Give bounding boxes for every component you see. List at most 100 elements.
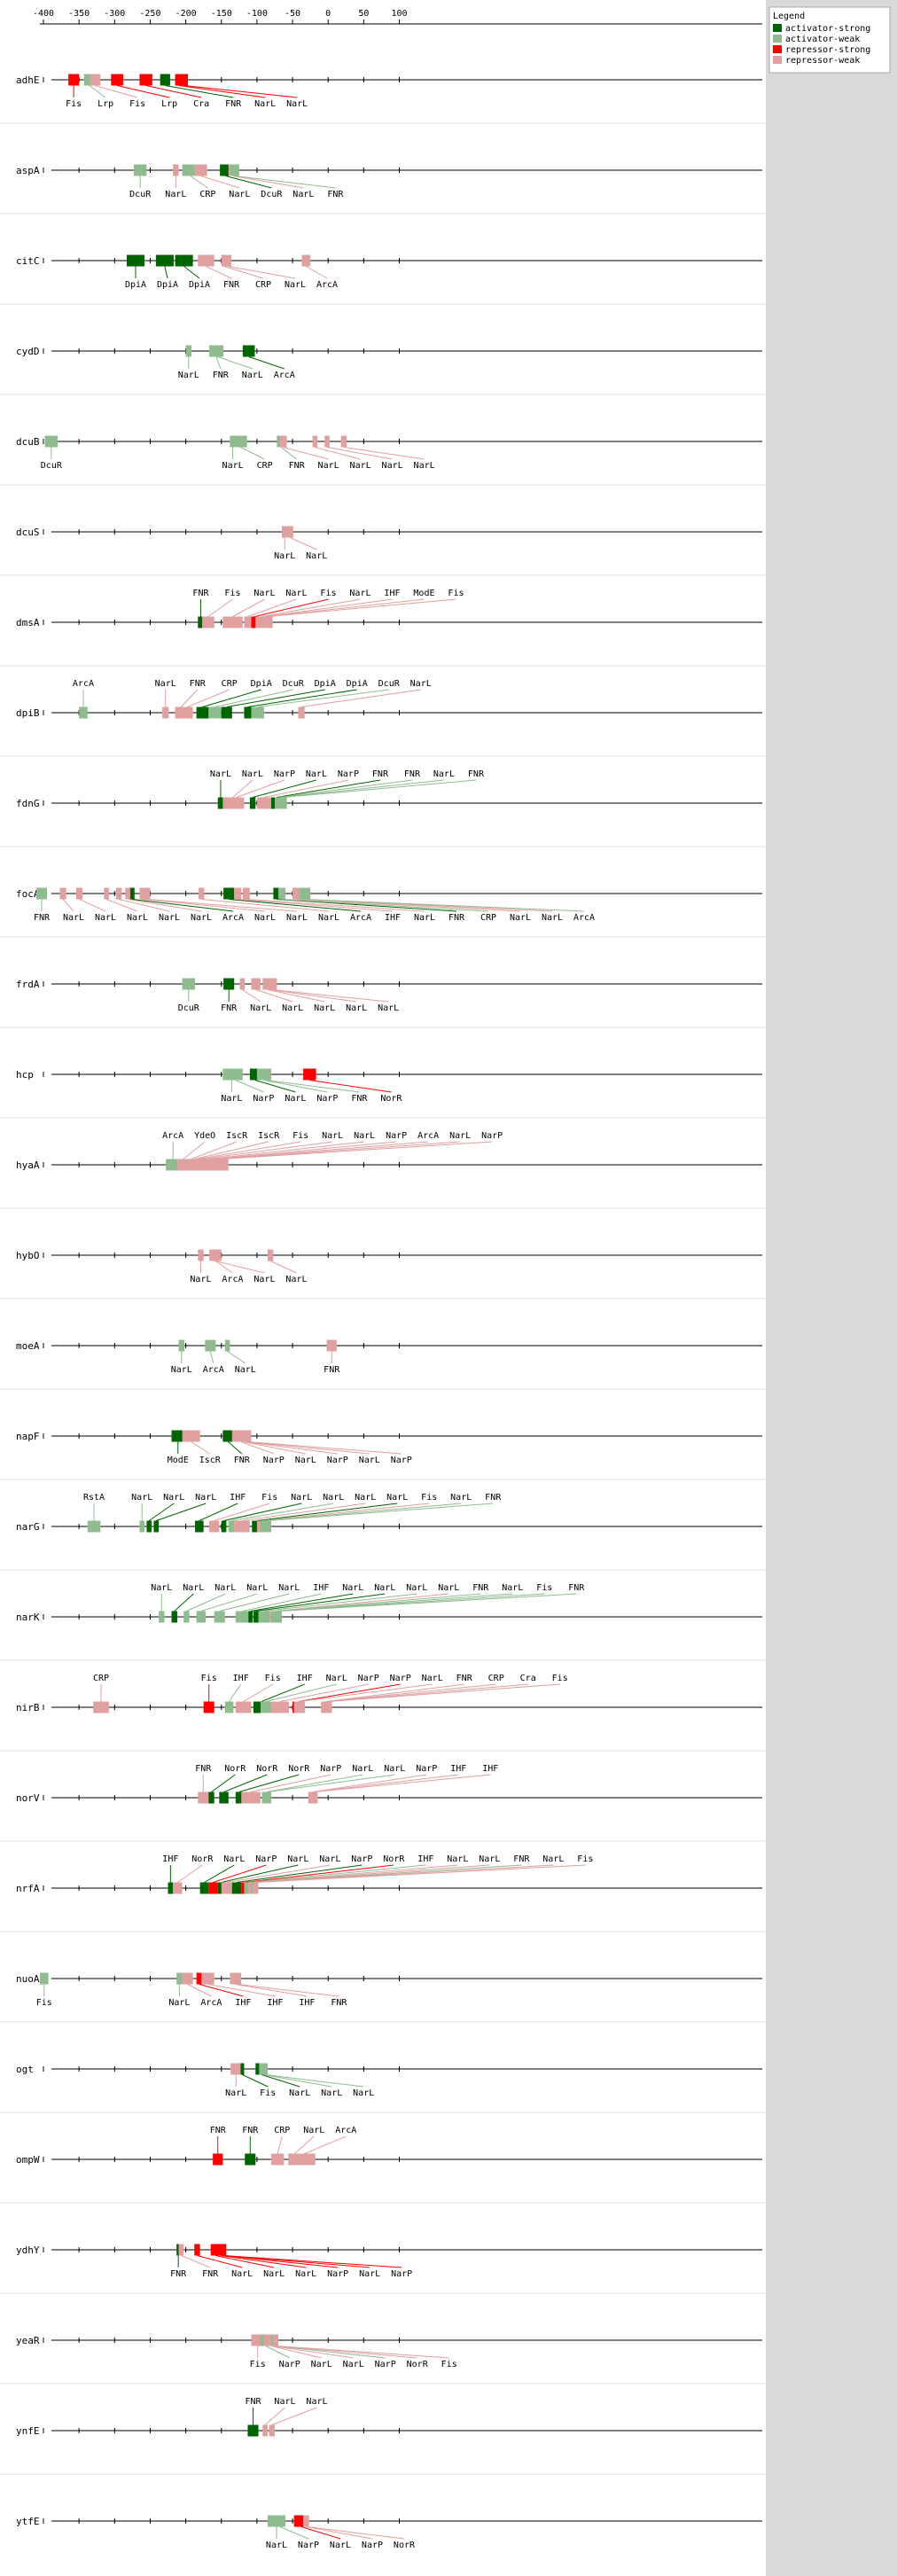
site-label: NarL <box>450 1493 472 1503</box>
site-connector <box>277 2135 283 2154</box>
binding-site-arca <box>129 887 135 900</box>
site-label: NarL <box>131 1493 152 1503</box>
site-connector <box>238 1984 339 1997</box>
site-label: DcuR <box>283 679 305 689</box>
plot-background <box>0 0 766 2576</box>
site-label: ArcA <box>573 913 595 923</box>
site-connector <box>250 1593 354 1612</box>
site-label: YdeO <box>194 1131 215 1141</box>
site-label: ModE <box>168 1456 189 1465</box>
axis-tick-label: -300 <box>104 9 125 19</box>
site-connector <box>279 779 413 798</box>
binding-site-narl <box>217 797 224 809</box>
site-connector <box>208 1141 365 1159</box>
site-connector <box>269 989 357 1003</box>
binding-site-ihf <box>224 1701 234 1713</box>
binding-site-fis <box>203 1701 214 1713</box>
site-label: NarP <box>375 2360 396 2369</box>
site-connector <box>235 1080 264 1093</box>
site-connector <box>236 779 285 798</box>
gene-row-napF: napF ModE IscR FNR NarP NarL NarP NarL NarP <box>0 1388 766 1465</box>
site-label: NarL <box>422 1674 443 1683</box>
site-connector <box>174 1593 194 1612</box>
legend-label-repressor-weak: repressor-weak <box>785 56 860 66</box>
site-connector <box>290 537 317 550</box>
binding-site-arca <box>300 887 311 900</box>
site-label: NarL <box>242 371 263 380</box>
site-connector <box>194 1141 269 1159</box>
site-connector <box>211 1774 236 1792</box>
binding-site-dcur <box>251 706 264 719</box>
gene-row-adhE: adhE Fis Lrp Fis Lrp Cra FNR NarL NarL <box>16 74 762 109</box>
binding-site-narp <box>208 1882 218 1894</box>
site-label: FNR <box>289 461 306 471</box>
site-connector <box>207 598 233 617</box>
binding-site-fis <box>209 1520 220 1533</box>
site-label: FNR <box>472 1583 489 1593</box>
site-connector <box>240 447 265 460</box>
site-label: Lrp <box>161 99 177 109</box>
site-label: NarL <box>222 461 244 471</box>
gene-row-narG: narG RstA NarL NarL NarL IHF Fis NarL NarL NarL Na… <box>0 1479 766 1533</box>
site-label: DpiA <box>189 280 210 290</box>
binding-site-fis <box>202 616 214 628</box>
gene-row-frdA: frdA DcuR FNR NarL NarL NarL NarL NarL <box>0 936 766 1013</box>
site-label: CRP <box>255 280 271 290</box>
site-connector <box>265 598 393 617</box>
site-label: NarL <box>274 2397 295 2407</box>
binding-site-fis <box>68 74 80 86</box>
site-label: NarP <box>481 1131 503 1141</box>
gene-row-aspA: aspA DcuR NarL CRP NarL DcuR NarL FNR <box>0 122 766 199</box>
binding-site-fnr <box>247 2424 259 2437</box>
site-label: FNR <box>351 1094 368 1104</box>
site-connector <box>256 1864 586 1883</box>
site-label: NarL <box>285 280 306 290</box>
site-label: NarL <box>355 1493 376 1503</box>
site-connector <box>294 2135 315 2154</box>
binding-site-narl <box>159 1611 165 1623</box>
site-label: NarP <box>327 2269 348 2279</box>
site-label: NarL <box>303 2126 324 2135</box>
binding-site-narl <box>340 435 347 448</box>
site-label: DpiA <box>347 679 368 689</box>
site-connector <box>250 1774 332 1792</box>
binding-site-crp <box>277 887 286 900</box>
site-connector <box>214 1261 233 1274</box>
binding-site-narl <box>293 1701 305 1713</box>
site-connector <box>261 1683 305 1702</box>
site-label: NarL <box>447 1854 468 1864</box>
site-label: NarL <box>287 1854 308 1864</box>
site-connector <box>232 598 265 617</box>
binding-site-dpia <box>126 254 145 267</box>
site-label: Cra <box>193 99 209 109</box>
binding-site-dpia <box>196 706 209 719</box>
site-label: NarL <box>318 461 339 471</box>
site-label: NarL <box>410 679 432 689</box>
site-connector <box>245 1864 394 1883</box>
site-connector <box>165 85 234 98</box>
gene-row-nuoA: nuoA Fis NarL ArcA IHF IHF IHF FNR <box>0 1931 766 2008</box>
binding-site-narl <box>139 1520 145 1533</box>
site-label: FNR <box>225 99 242 109</box>
site-connector <box>256 1503 398 1521</box>
site-label: ArcA <box>222 1275 243 1284</box>
site-connector <box>200 1593 258 1612</box>
binding-site-narl <box>217 2244 224 2256</box>
binding-site-narl <box>230 435 236 448</box>
site-connector <box>268 598 456 617</box>
gene-name: dcuS <box>16 527 40 538</box>
gene-row-hcp: hcp NarL NarP NarL NarP FNR NorR <box>0 1026 766 1104</box>
site-label: ArcA <box>335 2126 356 2135</box>
binding-site-dpia <box>244 706 252 719</box>
legend-box <box>768 6 891 74</box>
site-label: NarL <box>235 1365 256 1375</box>
binding-site-narl <box>286 526 293 538</box>
binding-site-dcur <box>133 164 147 176</box>
site-connector <box>242 989 261 1003</box>
site-label: NarL <box>353 2088 374 2098</box>
binding-site-narl <box>253 1611 259 1623</box>
site-connector <box>229 899 362 912</box>
site-label: CRP <box>480 913 496 923</box>
site-label: NarL <box>274 551 295 561</box>
site-label: FNR <box>223 280 240 290</box>
